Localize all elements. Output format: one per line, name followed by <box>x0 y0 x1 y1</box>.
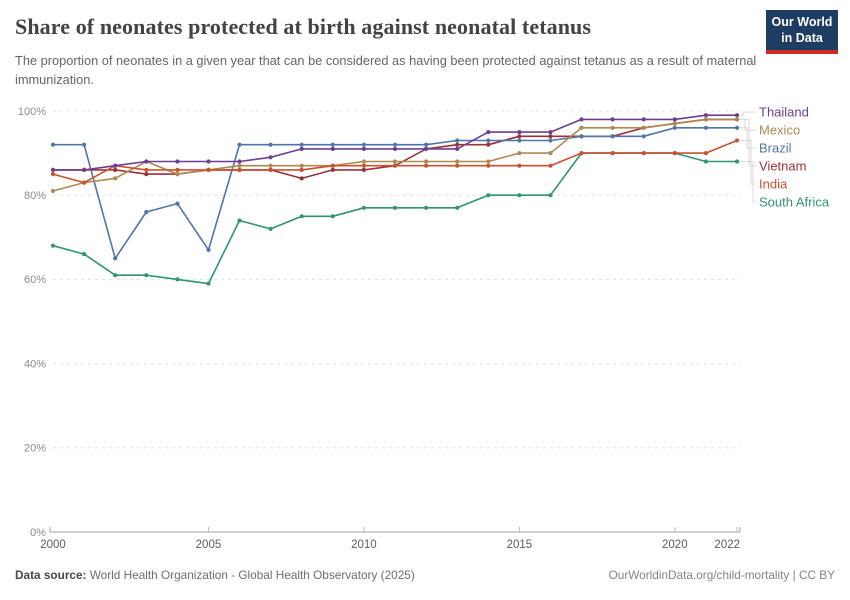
owid-logo: Our World in Data <box>766 10 838 55</box>
license-note: OurWorldinData.org/child-mortality | CC … <box>609 568 835 582</box>
license-label: CC BY <box>798 568 835 582</box>
chart-footer: Data source: World Health Organization -… <box>15 568 835 582</box>
legend-item-india[interactable]: India <box>759 177 788 192</box>
series-markers-thailand <box>50 113 740 172</box>
data-source-text: World Health Organization - Global Healt… <box>86 568 415 582</box>
chart-subtitle: The proportion of neonates in a given ye… <box>15 53 757 87</box>
page-title: Share of neonates protected at birth aga… <box>15 14 592 39</box>
series-markers-mexico <box>50 117 740 194</box>
x-tick-label-2020: 2020 <box>662 539 688 551</box>
series-markers-brazil <box>50 125 740 261</box>
legend-connector-thailand <box>739 111 756 116</box>
legend-connector-south-africa <box>739 161 756 203</box>
series-line-south-africa <box>52 152 737 285</box>
y-tick-label-40: 40% <box>24 358 46 370</box>
legend-item-vietnam[interactable]: Vietnam <box>759 159 806 174</box>
legend-item-south-africa[interactable]: South Africa <box>759 195 830 210</box>
owid-logo-line2: in Data <box>781 30 823 45</box>
data-source-label: Data source: <box>15 568 87 582</box>
y-tick-label-0: 0% <box>30 527 46 539</box>
y-tick-label-100: 100% <box>18 106 46 118</box>
x-tick-label-2022: 2022 <box>714 539 740 551</box>
y-tick-label-20: 20% <box>24 443 46 455</box>
x-tick-label-2010: 2010 <box>351 539 377 551</box>
data-source: Data source: World Health Organization -… <box>15 568 415 582</box>
legend-item-mexico[interactable]: Mexico <box>759 123 800 138</box>
x-tick-label-2000: 2000 <box>40 539 66 551</box>
legend-item-thailand[interactable]: Thailand <box>759 105 809 120</box>
owid-link[interactable]: OurWorldinData.org/child-mortality <box>608 568 790 582</box>
legend-item-brazil[interactable]: Brazil <box>759 141 792 156</box>
legend-connector-brazil <box>739 127 756 149</box>
y-tick-label-80: 80% <box>24 190 46 202</box>
x-tick-label-2015: 2015 <box>507 539 533 551</box>
separator: | <box>789 568 799 582</box>
y-tick-label-60: 60% <box>24 274 46 286</box>
x-tick-label-2005: 2005 <box>196 539 222 551</box>
series-markers-south-africa <box>50 151 740 286</box>
owid-logo-line1: Our World <box>771 15 833 29</box>
